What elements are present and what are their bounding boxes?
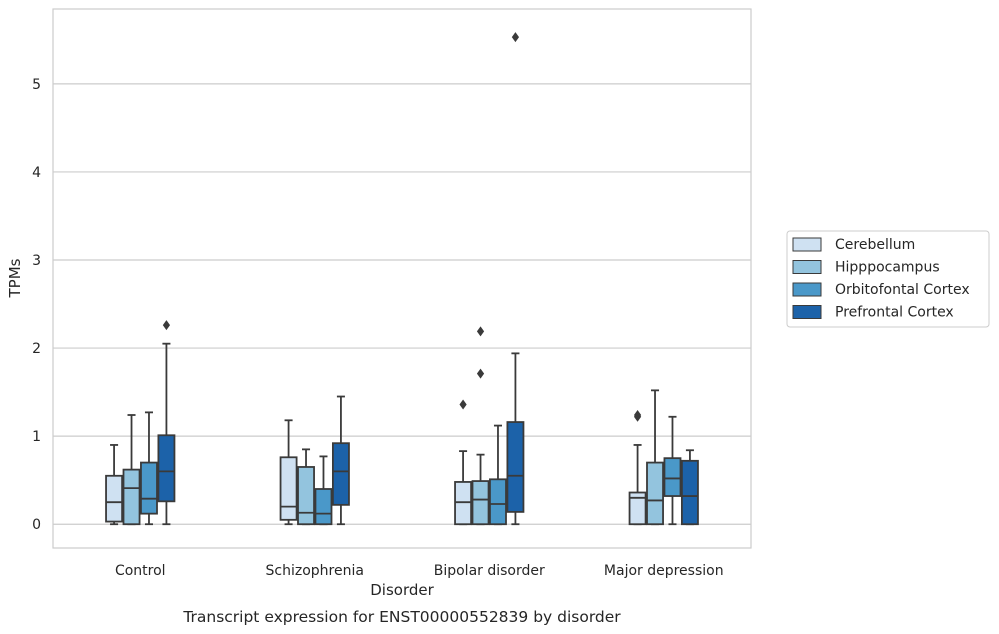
x-tick-label: Bipolar disorder xyxy=(434,563,545,579)
box-iqr xyxy=(105,474,124,523)
legend-frame xyxy=(786,230,990,328)
box-cerebellum xyxy=(105,444,124,526)
legend-label: Orbitofontal Cortex xyxy=(835,282,970,298)
box-iqr xyxy=(471,480,490,526)
legend-label: Prefrontal Cortex xyxy=(835,305,954,321)
box-iqr xyxy=(489,478,507,526)
box-iqr xyxy=(279,456,298,521)
outlier-point xyxy=(459,399,467,410)
box-iqr xyxy=(663,457,682,497)
box-hipppocampus xyxy=(646,389,664,526)
box-iqr xyxy=(646,461,664,526)
y-tick-label: 4 xyxy=(32,165,41,181)
box-hipppocampus xyxy=(471,326,490,526)
plot-frame xyxy=(52,8,752,549)
box-groups xyxy=(105,32,699,526)
legend-swatch xyxy=(792,305,822,319)
outlier-point xyxy=(162,320,171,331)
box-cerebellum xyxy=(279,419,298,526)
box-prefrontal-cortex xyxy=(506,32,525,526)
box-iqr xyxy=(680,459,699,526)
box-iqr xyxy=(297,466,315,526)
box-hipppocampus xyxy=(122,414,141,526)
box-orbitofontal-cortex xyxy=(314,455,333,526)
x-tick-label: Schizophrenia xyxy=(266,563,364,579)
y-tick-label: 0 xyxy=(32,517,41,533)
chart-caption: Transcript expression for ENST0000055283… xyxy=(182,608,621,626)
box-iqr xyxy=(140,461,158,515)
y-tick-label: 5 xyxy=(32,77,41,93)
box-iqr xyxy=(157,434,176,503)
box-iqr xyxy=(628,491,647,526)
box-iqr xyxy=(122,468,141,526)
legend-swatch xyxy=(792,260,822,274)
x-tick-label: Major depression xyxy=(604,563,724,579)
x-tick-label: Control xyxy=(115,563,166,579)
box-iqr xyxy=(331,442,350,506)
y-tick-label: 2 xyxy=(32,341,41,357)
box-prefrontal-cortex xyxy=(680,449,699,526)
y-tick-labels: 0 1 2 3 4 5 xyxy=(32,77,41,533)
box-orbitofontal-cortex xyxy=(663,415,682,526)
legend-swatch xyxy=(792,282,822,297)
box-prefrontal-cortex xyxy=(157,320,176,526)
x-tick-labels: Control Schizophrenia Bipolar disorder Majo… xyxy=(115,563,724,579)
box-iqr xyxy=(314,488,333,526)
y-tick-label: 1 xyxy=(32,429,41,445)
legend-swatch xyxy=(792,237,822,252)
x-axis-label: Disorder xyxy=(370,581,434,599)
legend-label: Hipppocampus xyxy=(835,260,940,276)
box-hipppocampus xyxy=(297,448,315,526)
box-cerebellum xyxy=(454,399,473,526)
box-iqr xyxy=(506,421,525,513)
y-tick-label: 3 xyxy=(32,253,41,269)
box-prefrontal-cortex xyxy=(331,395,350,526)
outlier-point xyxy=(511,32,520,43)
box-orbitofontal-cortex xyxy=(489,424,507,526)
box-cerebellum xyxy=(628,410,647,526)
legend-label: Cerebellum xyxy=(835,237,915,253)
outlier-point xyxy=(633,410,642,421)
legend: Cerebellum Hipppocampus Orbitofontal Corte… xyxy=(786,230,990,328)
outlier-point xyxy=(476,326,485,337)
outlier-point xyxy=(476,368,485,379)
y-axis-label: TPMs xyxy=(6,258,24,298)
box-orbitofontal-cortex xyxy=(140,411,158,526)
